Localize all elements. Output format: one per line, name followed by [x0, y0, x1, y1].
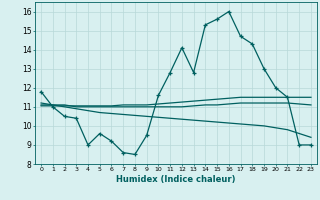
X-axis label: Humidex (Indice chaleur): Humidex (Indice chaleur) [116, 175, 236, 184]
